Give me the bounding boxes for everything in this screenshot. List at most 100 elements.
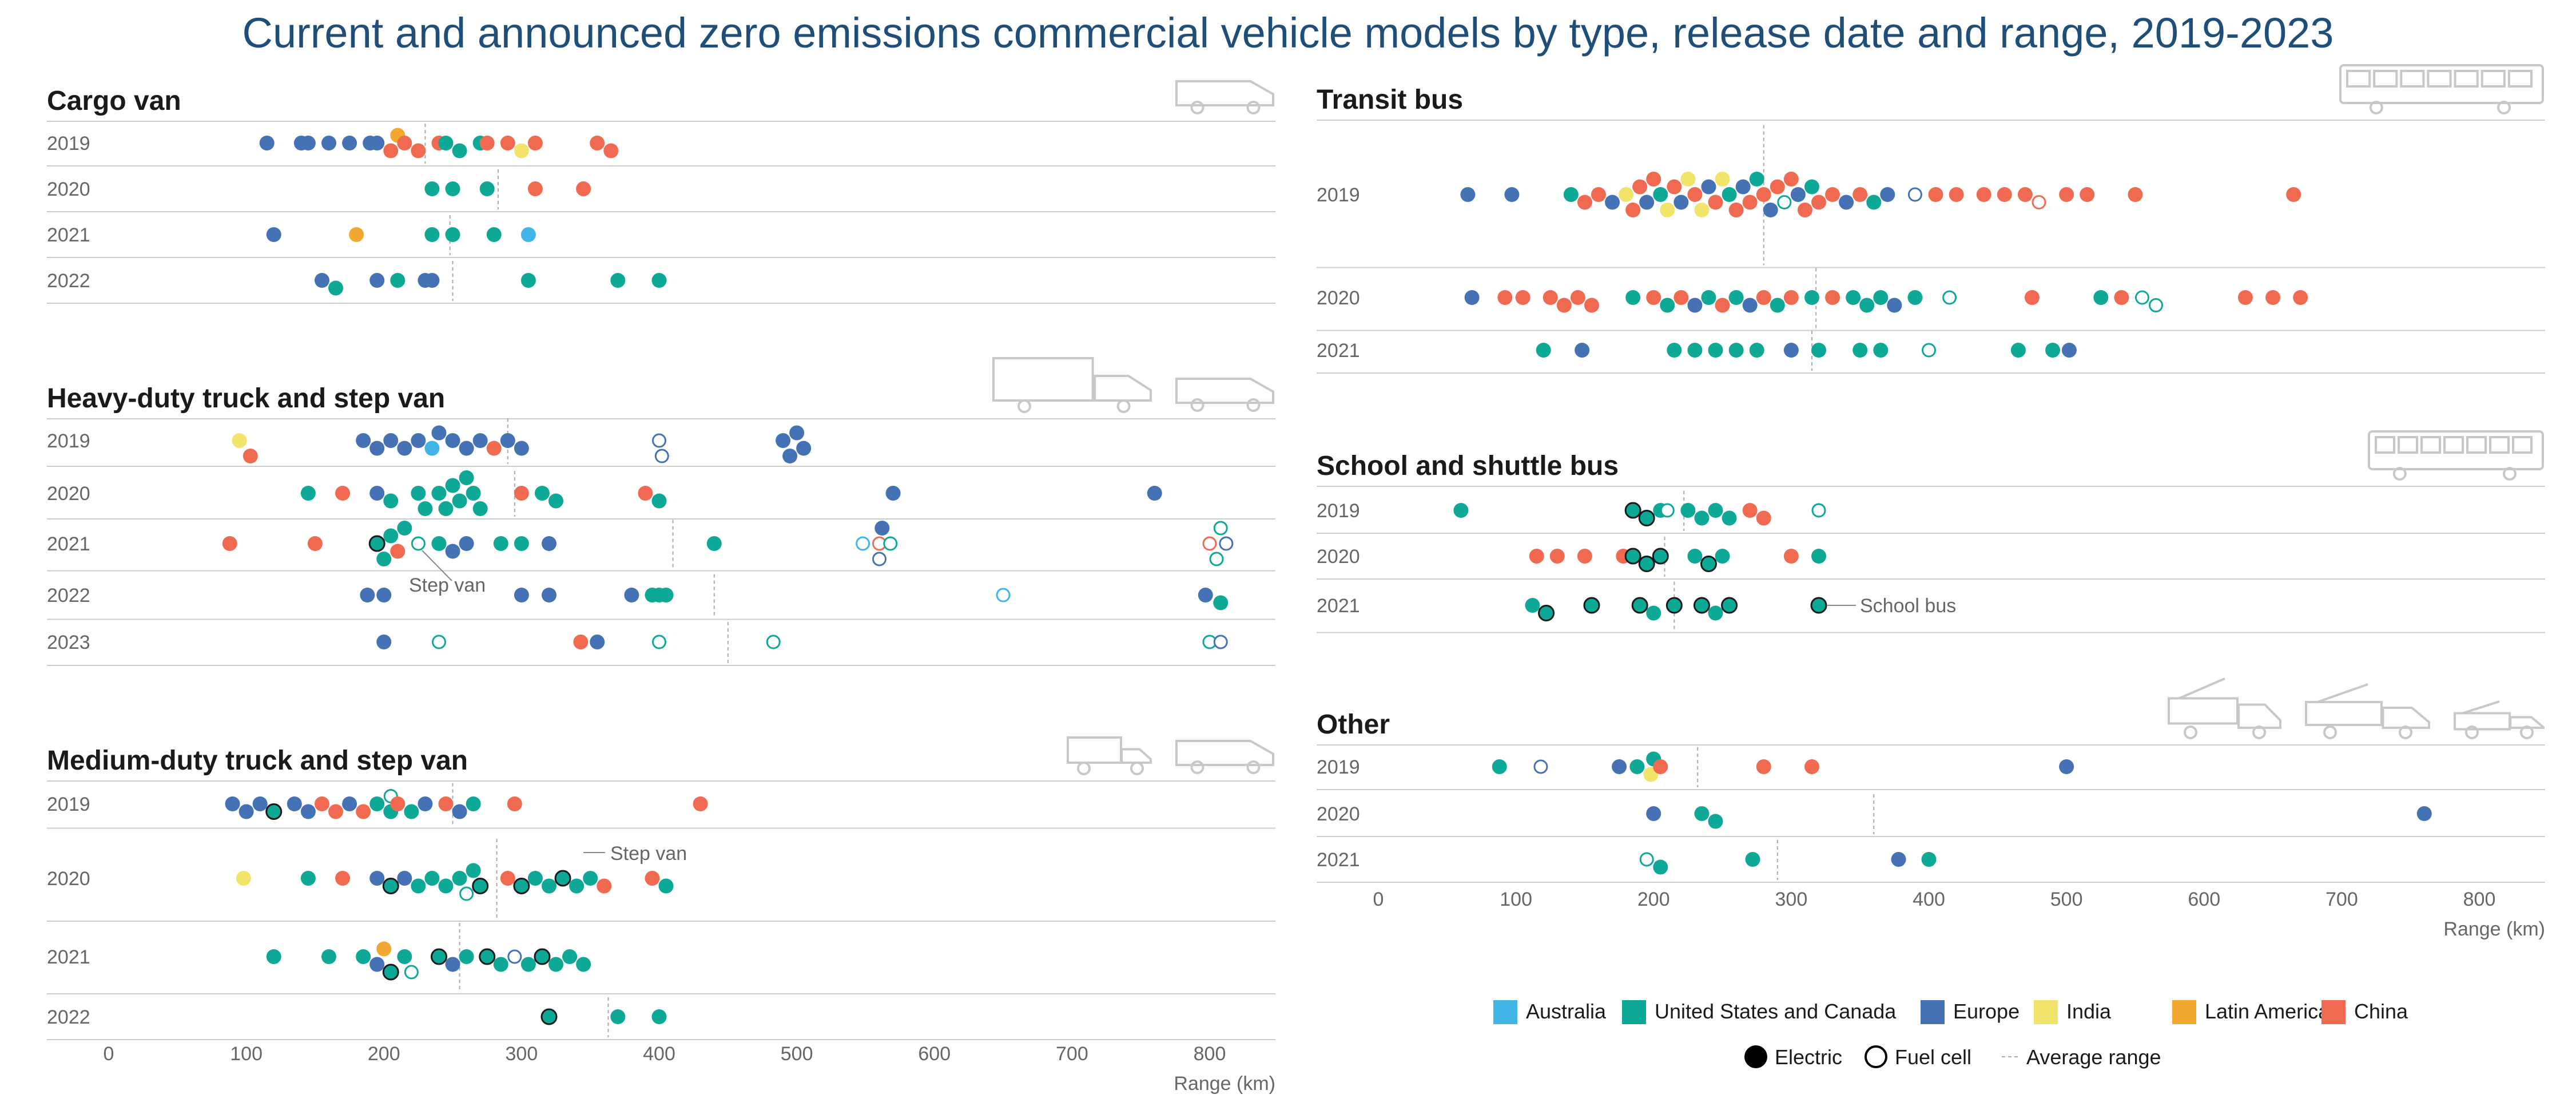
data-point-fuel-cell	[1202, 536, 1217, 551]
data-point	[1928, 187, 1943, 202]
data-point	[874, 521, 890, 536]
data-point	[500, 871, 515, 886]
data-point	[1715, 549, 1730, 564]
data-point	[1464, 290, 1480, 305]
data-point	[1665, 597, 1683, 614]
data-point	[1549, 549, 1565, 564]
x-tick-label: 300	[1775, 889, 1808, 910]
data-point-fuel-cell	[1219, 536, 1234, 551]
year-label: 2020	[47, 868, 90, 890]
data-point	[459, 441, 474, 456]
data-point	[300, 136, 316, 150]
data-point	[369, 441, 385, 456]
data-point	[445, 544, 460, 559]
data-point-fuel-cell	[1907, 187, 1922, 202]
data-point	[1708, 814, 1723, 829]
data-point	[342, 796, 357, 811]
data-point	[369, 957, 385, 972]
data-point	[1715, 298, 1730, 313]
data-point-fuel-cell	[1209, 552, 1224, 566]
data-point	[789, 425, 805, 441]
data-point	[382, 878, 399, 894]
x-tick-label: 100	[1500, 889, 1532, 910]
data-point	[1810, 597, 1827, 614]
panel-transit-bus-title: Transit bus	[1317, 85, 1463, 115]
data-point	[1515, 290, 1531, 305]
year-label: 2019	[1317, 756, 1360, 778]
crane-truck-icon-boom	[2179, 677, 2225, 700]
data-point	[1625, 290, 1641, 305]
data-point	[1708, 343, 1723, 358]
data-point	[390, 273, 406, 288]
data-point	[507, 796, 522, 811]
x-tick-label: 500	[781, 1043, 813, 1065]
box-truck-icon-box	[1067, 736, 1122, 764]
x-tick-label: 400	[1913, 889, 1945, 910]
bus-icon-window	[2454, 70, 2479, 88]
annotation-label: Step van	[610, 843, 687, 865]
data-point	[651, 1009, 667, 1024]
mixer-truck-icon-body	[2305, 701, 2383, 726]
x-tick-label: 700	[1056, 1043, 1088, 1065]
data-point	[383, 433, 399, 448]
data-point-fuel-cell	[507, 949, 522, 964]
data-point	[1646, 172, 1661, 187]
year-label: 2022	[47, 1006, 90, 1028]
data-point-fuel-cell	[1533, 759, 1548, 774]
data-point	[554, 870, 571, 887]
data-point	[383, 143, 399, 158]
data-point	[452, 804, 467, 819]
data-point	[527, 136, 543, 150]
data-point	[376, 552, 392, 566]
data-point	[486, 227, 502, 242]
data-point	[1735, 179, 1751, 195]
data-point	[1543, 290, 1558, 305]
truck-icon-box	[992, 357, 1094, 402]
data-point	[1497, 290, 1513, 305]
data-point	[321, 949, 336, 964]
bus-icon-window	[2507, 70, 2533, 88]
data-point	[1790, 187, 1806, 202]
data-point	[624, 588, 639, 602]
data-point	[1770, 298, 1785, 313]
data-point	[1652, 548, 1669, 565]
x-tick-label: 800	[2463, 889, 2496, 910]
van-icon-wheel	[1190, 101, 1204, 114]
data-point	[1721, 597, 1738, 614]
data-point-fuel-cell	[459, 886, 474, 901]
data-point	[1997, 187, 2012, 202]
data-point	[1839, 195, 1854, 210]
data-point	[300, 486, 316, 501]
data-point-fuel-cell	[856, 536, 870, 551]
x-tick-label: 800	[1194, 1043, 1226, 1065]
data-point	[404, 804, 419, 819]
year-label: 2020	[1317, 287, 1360, 309]
data-point	[2010, 343, 2026, 358]
legend-label: Fuel cell	[1895, 1045, 1971, 1069]
data-point	[1825, 187, 1840, 202]
van-icon	[1175, 80, 1274, 114]
data-point	[590, 136, 605, 150]
data-point	[438, 136, 454, 150]
data-point	[265, 803, 283, 820]
data-point	[520, 957, 536, 972]
data-point	[1708, 195, 1723, 210]
data-point	[534, 486, 550, 501]
data-point	[369, 871, 385, 886]
legend-swatch	[1493, 1000, 1517, 1024]
data-point	[459, 949, 474, 964]
data-point	[776, 433, 791, 448]
crane-truck-icon-cab	[2237, 703, 2281, 729]
data-point	[527, 181, 543, 196]
data-point	[1638, 556, 1655, 572]
data-point	[2080, 187, 2095, 202]
flatbed-icon-body	[2454, 712, 2511, 731]
legend-swatch	[1622, 1000, 1646, 1024]
year-label: 2021	[47, 946, 90, 968]
data-point	[1492, 759, 1507, 774]
data-point	[1687, 549, 1703, 564]
panel-medium-duty-truck-and-step-van-title: Medium-duty truck and step van	[47, 746, 468, 776]
data-point-fuel-cell	[652, 635, 666, 649]
data-point	[1756, 290, 1771, 305]
data-point	[424, 871, 440, 886]
